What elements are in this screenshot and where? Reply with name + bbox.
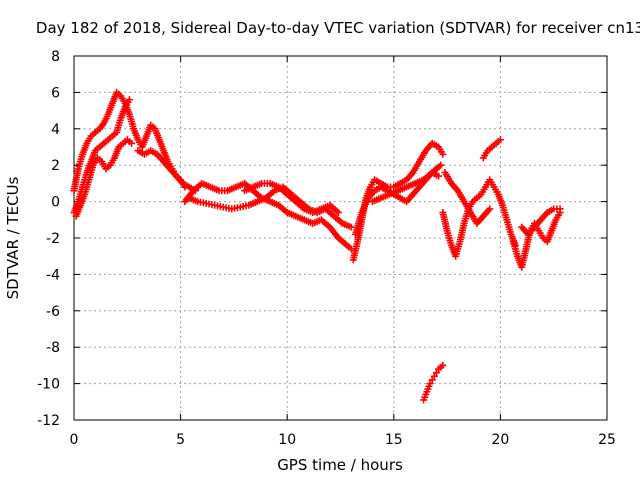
data-point — [439, 361, 447, 369]
data-point — [496, 136, 504, 144]
y-tick-label: -4 — [46, 267, 60, 283]
x-tick-label: 5 — [176, 432, 185, 448]
points-layer — [70, 88, 564, 404]
y-tick-label: 8 — [51, 49, 60, 65]
data-point — [428, 376, 436, 384]
data-point — [556, 205, 564, 213]
x-tick-label: 10 — [278, 432, 296, 448]
y-axis-label: SDTVAR / TECUs — [4, 176, 22, 299]
data-point — [439, 150, 447, 158]
data-point — [486, 205, 494, 213]
y-tick-label: -2 — [46, 231, 60, 247]
data-point — [128, 139, 136, 147]
y-tick-label: -10 — [37, 377, 60, 393]
data-point — [334, 209, 342, 217]
data-point — [435, 172, 443, 180]
y-tick-label: 4 — [51, 122, 60, 138]
data-point — [125, 96, 133, 104]
x-tick-label: 0 — [70, 432, 79, 448]
y-tick-label: -6 — [46, 304, 60, 320]
x-tick-label: 20 — [491, 432, 509, 448]
data-point — [426, 380, 434, 388]
y-tick-label: 2 — [51, 158, 60, 174]
data-point — [432, 369, 440, 377]
y-tick-label: 0 — [51, 195, 60, 211]
x-tick-label: 15 — [385, 432, 403, 448]
data-point — [347, 223, 355, 231]
x-axis-label: GPS time / hours — [277, 456, 403, 474]
data-point — [437, 161, 445, 169]
y-tick-label: -8 — [46, 340, 60, 356]
y-tick-label: -12 — [37, 413, 60, 429]
x-tick-label: 25 — [598, 432, 616, 448]
chart-title: Day 182 of 2018, Sidereal Day-to-day VTE… — [36, 19, 640, 37]
data-point — [430, 372, 438, 380]
y-tick-label: 6 — [51, 85, 60, 101]
